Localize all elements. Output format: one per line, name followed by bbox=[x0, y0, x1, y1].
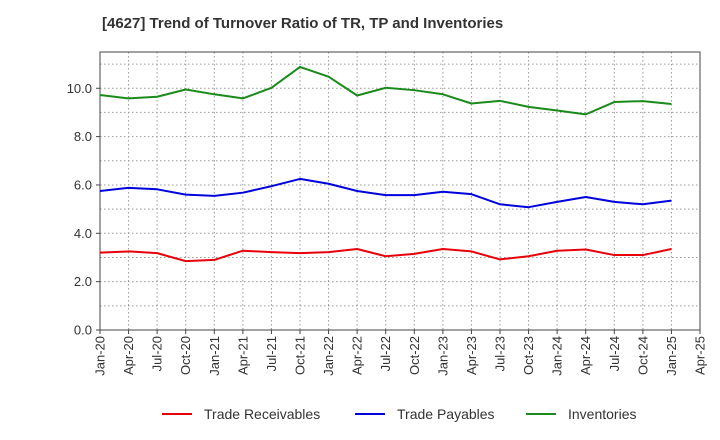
x-tick-label: Oct-24 bbox=[635, 336, 650, 375]
x-tick-label: Jan-23 bbox=[435, 336, 450, 376]
y-tick-label: 10.0 bbox=[67, 81, 92, 96]
plot-frame bbox=[99, 51, 701, 331]
y-tick-label: 0.0 bbox=[74, 323, 92, 338]
x-tick-label: Apr-25 bbox=[693, 336, 708, 375]
x-tick-label: Oct-22 bbox=[407, 336, 422, 375]
grid-lines bbox=[100, 52, 700, 330]
y-tick-label: 4.0 bbox=[74, 226, 92, 241]
x-tick-label: Apr-24 bbox=[578, 336, 593, 375]
x-tick-label: Jan-20 bbox=[93, 336, 108, 376]
x-tick-label: Jan-22 bbox=[321, 336, 336, 376]
chart-title: [4627] Trend of Turnover Ratio of TR, TP… bbox=[102, 15, 504, 32]
y-tick-label: 6.0 bbox=[74, 177, 92, 192]
x-tick-label: Apr-20 bbox=[121, 336, 136, 375]
x-tick-label: Oct-21 bbox=[293, 336, 308, 375]
x-tick-label: Jul-23 bbox=[493, 336, 508, 371]
series-lines bbox=[99, 65, 672, 263]
legend: Trade Receivables Trade Payables Inventori… bbox=[162, 406, 636, 422]
x-tick-label: Oct-23 bbox=[521, 336, 536, 375]
x-tick-label: Apr-22 bbox=[350, 336, 365, 375]
x-tick-label: Jan-21 bbox=[207, 336, 222, 376]
legend-label: Trade Payables bbox=[397, 406, 495, 422]
x-tick-label: Oct-20 bbox=[178, 336, 193, 375]
x-tick-label: Apr-23 bbox=[464, 336, 479, 375]
series-line-trade-receivables bbox=[99, 248, 672, 263]
legend-label: Inventories bbox=[568, 406, 636, 422]
x-tick-label: Jan-24 bbox=[550, 336, 565, 376]
x-tick-label: Jul-21 bbox=[264, 336, 279, 371]
legend-label: Trade Receivables bbox=[204, 406, 320, 422]
x-tick-label: Jul-24 bbox=[607, 336, 622, 371]
x-tick-label: Jul-20 bbox=[150, 336, 165, 371]
x-tick-label: Jan-25 bbox=[664, 336, 679, 376]
y-tick-label: 2.0 bbox=[74, 274, 92, 289]
series-line-inventories bbox=[99, 65, 672, 116]
y-tick-label: 8.0 bbox=[74, 129, 92, 144]
x-tick-label: Apr-21 bbox=[235, 336, 250, 375]
series-line-trade-payables bbox=[99, 177, 672, 209]
x-tick-label: Jul-22 bbox=[378, 336, 393, 371]
axes: 0.0 2.0 4.0 6.0 8.0 10.0 Jan-20 Apr-20 Jul-20 Oct… bbox=[67, 51, 708, 376]
